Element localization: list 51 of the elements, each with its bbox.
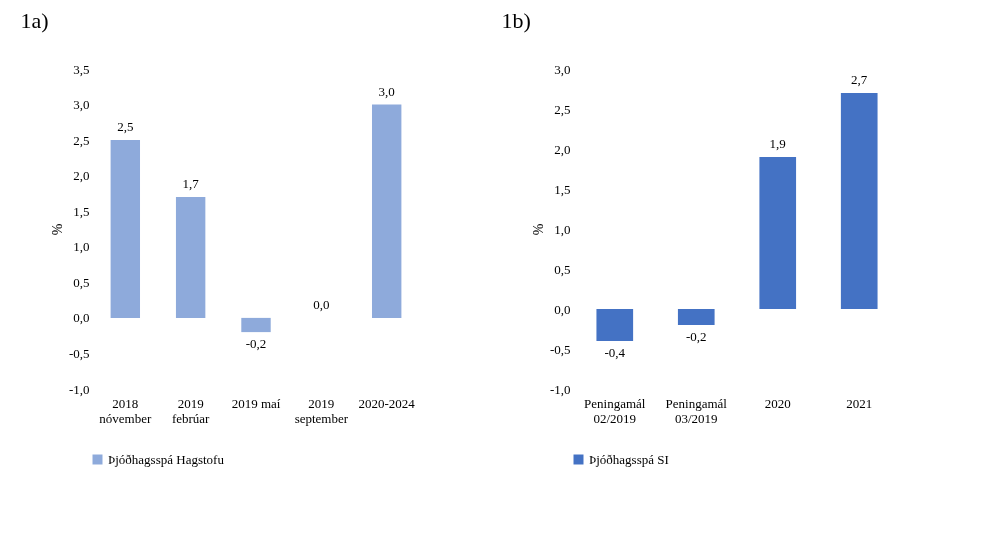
x-tick-label: Peningamál 03/2019: [665, 395, 728, 426]
data-label: 0,0: [313, 296, 330, 312]
y-axis-title: %: [530, 223, 546, 236]
x-tick-label: Peningamál 02/2019: [584, 395, 646, 426]
legend-label: Þjóðhagsspá Hagstofu: [108, 451, 225, 467]
data-label: 2,5: [117, 119, 134, 135]
chart-title: 1a): [20, 8, 49, 33]
data-label: 2,7: [851, 72, 868, 87]
y-tick-label: 3,0: [554, 61, 571, 77]
y-tick-label: 3,0: [73, 97, 90, 113]
x-tick-label: 2019 febrúar: [171, 395, 211, 426]
x-tick-label: 2020: [764, 395, 791, 411]
y-tick-label: 1,5: [73, 203, 90, 219]
y-tick-label: -1,0: [68, 381, 90, 397]
bar: [175, 197, 206, 318]
y-tick-label: -0,5: [549, 341, 571, 357]
y-tick-label: 1,5: [554, 181, 571, 197]
y-tick-label: 2,0: [554, 141, 571, 157]
bar: [371, 104, 402, 318]
data-label: -0,2: [245, 336, 267, 352]
y-tick-label: 2,5: [554, 101, 571, 117]
bar: [840, 93, 878, 309]
y-tick-label: -1,0: [549, 381, 571, 397]
bar: [241, 317, 271, 333]
y-tick-label: -0,5: [68, 345, 90, 361]
legend-label: Þjóðhagsspá SI: [589, 451, 669, 467]
data-label: 1,9: [769, 136, 786, 151]
bar: [596, 309, 634, 341]
y-tick-label: 2,5: [73, 132, 90, 148]
data-label: 3,0: [378, 83, 395, 99]
data-label: -0,4: [604, 345, 626, 360]
x-tick-label: 2018 nóvember: [99, 395, 152, 426]
y-tick-label: 3,5: [73, 61, 90, 77]
chart-title: 1b): [501, 8, 531, 33]
x-tick-label: 2019 maí: [231, 395, 281, 411]
y-tick-label: 0,0: [73, 310, 90, 326]
bar: [110, 140, 141, 318]
y-tick-label: 1,0: [554, 221, 571, 237]
y-tick-label: 0,5: [554, 261, 571, 277]
bar: [759, 157, 797, 309]
data-label: 1,7: [182, 176, 200, 191]
y-axis-title: %: [49, 223, 65, 236]
data-label: -0,2: [685, 329, 707, 344]
y-tick-label: 2,0: [73, 168, 90, 184]
y-tick-label: 1,0: [73, 239, 90, 255]
x-tick-label: 2019 september: [294, 395, 349, 426]
y-tick-label: 0,5: [73, 274, 90, 290]
y-tick-label: 0,0: [554, 301, 571, 317]
bar: [677, 309, 715, 325]
x-tick-label: 2021: [846, 395, 873, 411]
x-tick-label: 2020-2024: [358, 395, 416, 411]
